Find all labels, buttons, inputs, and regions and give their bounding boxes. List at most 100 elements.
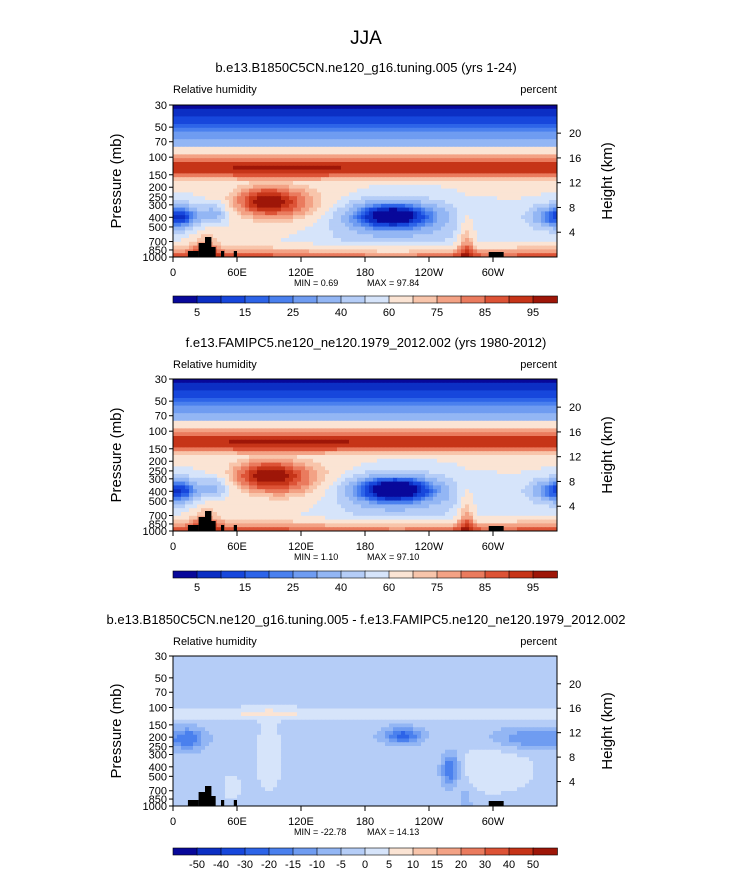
colorbar-swatch bbox=[340, 295, 366, 304]
x-tick-label: 180 bbox=[356, 816, 374, 828]
y-tick-label: 70 bbox=[155, 411, 167, 423]
colorbar-label: 5 bbox=[386, 859, 392, 871]
y-tick-label: 1000 bbox=[143, 252, 167, 264]
y-tick-label: 500 bbox=[149, 771, 167, 783]
colorbar-label: 60 bbox=[383, 307, 395, 319]
terrain-mask bbox=[233, 800, 237, 806]
terrain-mask bbox=[198, 517, 205, 531]
colorbar-swatch bbox=[292, 570, 318, 579]
terrain-mask bbox=[488, 526, 504, 531]
terrain-mask bbox=[205, 237, 212, 257]
x-tick-label: 0 bbox=[170, 267, 176, 279]
y-tick-label: 50 bbox=[155, 673, 167, 685]
colorbar-swatch bbox=[172, 847, 198, 856]
x-tick-label: 60E bbox=[227, 541, 247, 553]
y-tick-label: 30 bbox=[155, 100, 167, 112]
colorbar-swatch bbox=[292, 847, 318, 856]
colorbar-label: 0 bbox=[362, 859, 368, 871]
colorbar-swatch bbox=[316, 295, 342, 304]
terrain-mask bbox=[205, 786, 212, 806]
colorbar-swatch bbox=[508, 570, 534, 579]
terrain-mask bbox=[187, 525, 199, 531]
colorbar-swatch bbox=[244, 570, 270, 579]
units-label: percent bbox=[520, 359, 557, 371]
min-label: MIN = 0.69 bbox=[294, 278, 338, 288]
y2-axis-title: Height (km) bbox=[599, 416, 616, 494]
colorbar-swatch bbox=[244, 295, 270, 304]
y2-tick-label: 16 bbox=[569, 427, 581, 439]
terrain-mask bbox=[187, 251, 199, 257]
x-tick-label: 60E bbox=[227, 816, 247, 828]
y-tick-label: 500 bbox=[149, 222, 167, 234]
colorbar-label: 20 bbox=[455, 859, 467, 871]
y-tick-label: 250 bbox=[149, 192, 167, 204]
colorbar-swatch bbox=[412, 847, 438, 856]
x-tick-label: 120W bbox=[415, 541, 444, 553]
y2-tick-label: 8 bbox=[569, 752, 575, 764]
y2-axis-title: Height (km) bbox=[599, 692, 616, 770]
y-tick-label: 250 bbox=[149, 742, 167, 754]
colorbar-label: 15 bbox=[239, 307, 251, 319]
terrain-mask bbox=[221, 800, 225, 806]
colorbar-swatch bbox=[196, 295, 222, 304]
colorbar-label: 30 bbox=[479, 859, 491, 871]
colorbar-swatch bbox=[460, 570, 486, 579]
y2-tick-label: 20 bbox=[569, 402, 581, 414]
units-label: percent bbox=[520, 636, 557, 648]
colorbar-swatch bbox=[268, 570, 294, 579]
colorbar-swatch bbox=[484, 847, 510, 856]
y-axis-title: Pressure (mb) bbox=[108, 407, 125, 502]
panel-title: f.e13.FAMIPC5.ne120_ne120.1979_2012.002 … bbox=[186, 335, 547, 350]
colorbar-swatch bbox=[316, 570, 342, 579]
colorbar-swatch bbox=[436, 295, 462, 304]
colorbar-label: 5 bbox=[194, 582, 200, 594]
colorbar-swatch bbox=[388, 295, 414, 304]
terrain-mask bbox=[210, 796, 216, 806]
x-tick-label: 180 bbox=[356, 541, 374, 553]
colorbar-swatch bbox=[268, 295, 294, 304]
y2-tick-label: 20 bbox=[569, 679, 581, 691]
colorbar-swatch bbox=[172, 570, 198, 579]
colorbar-swatch bbox=[268, 847, 294, 856]
y2-tick-label: 12 bbox=[569, 452, 581, 464]
min-label: MIN = 1.10 bbox=[294, 552, 338, 562]
colorbar-swatch bbox=[364, 570, 390, 579]
y2-tick-label: 4 bbox=[569, 777, 575, 789]
colorbar-label: -50 bbox=[189, 859, 205, 871]
colorbar-swatch bbox=[532, 847, 558, 856]
contour-field bbox=[173, 379, 557, 531]
contour-field bbox=[173, 105, 557, 257]
y2-tick-label: 8 bbox=[569, 202, 575, 214]
y-tick-label: 300 bbox=[149, 749, 167, 761]
x-tick-label: 120W bbox=[415, 816, 444, 828]
y-tick-label: 100 bbox=[149, 703, 167, 715]
y2-tick-label: 12 bbox=[569, 178, 581, 190]
y-tick-label: 150 bbox=[149, 170, 167, 182]
y-tick-label: 300 bbox=[149, 474, 167, 486]
y-axis-title: Pressure (mb) bbox=[108, 683, 125, 778]
colorbar-label: 40 bbox=[503, 859, 515, 871]
colorbar-label: 25 bbox=[287, 582, 299, 594]
colorbar-label: 95 bbox=[527, 307, 539, 319]
min-label: MIN = -22.78 bbox=[294, 827, 346, 837]
colorbar-swatch bbox=[220, 847, 246, 856]
y-tick-label: 850 bbox=[149, 519, 167, 531]
terrain-mask bbox=[221, 525, 225, 531]
colorbar-swatch bbox=[436, 847, 462, 856]
y-tick-label: 250 bbox=[149, 466, 167, 478]
y-tick-label: 200 bbox=[149, 456, 167, 468]
colorbar-label: 50 bbox=[527, 859, 539, 871]
colorbar-label: 60 bbox=[383, 582, 395, 594]
panel-2: f.e13.FAMIPC5.ne120_ne120.1979_2012.002 … bbox=[108, 335, 616, 594]
colorbar-label: -5 bbox=[336, 859, 346, 871]
terrain-mask bbox=[210, 247, 216, 257]
y2-tick-label: 8 bbox=[569, 476, 575, 488]
y-tick-label: 500 bbox=[149, 496, 167, 508]
colorbar-swatch bbox=[220, 570, 246, 579]
y-axis-title: Pressure (mb) bbox=[108, 133, 125, 228]
colorbar-label: -20 bbox=[261, 859, 277, 871]
colorbar-swatch bbox=[436, 570, 462, 579]
variable-label: Relative humidity bbox=[173, 84, 257, 96]
y-tick-label: 700 bbox=[149, 511, 167, 523]
y-tick-label: 100 bbox=[149, 426, 167, 438]
